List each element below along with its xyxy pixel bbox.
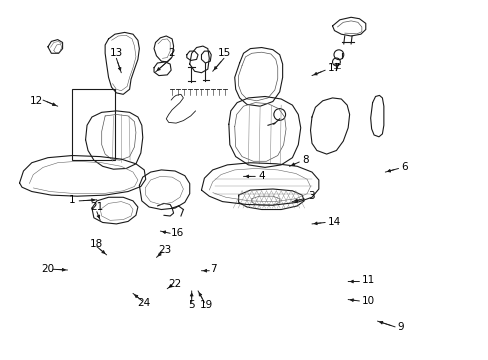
Text: 10: 10 <box>361 296 374 306</box>
Text: 5: 5 <box>188 300 195 310</box>
Text: 22: 22 <box>168 279 182 289</box>
Text: 23: 23 <box>158 245 172 255</box>
Text: 12: 12 <box>30 96 43 106</box>
Text: 2: 2 <box>167 48 174 58</box>
Text: 15: 15 <box>217 48 230 58</box>
Text: 21: 21 <box>90 202 103 212</box>
Text: 18: 18 <box>90 239 103 249</box>
Text: 13: 13 <box>109 48 123 58</box>
Text: 3: 3 <box>307 191 314 201</box>
Text: 7: 7 <box>210 264 217 274</box>
Text: 11: 11 <box>361 275 374 285</box>
Text: 14: 14 <box>327 217 340 228</box>
Text: 9: 9 <box>396 322 403 332</box>
Text: 16: 16 <box>171 228 184 238</box>
Text: 6: 6 <box>400 162 407 172</box>
Text: 24: 24 <box>137 298 151 308</box>
Text: 1: 1 <box>69 195 76 205</box>
Bar <box>72 89 115 160</box>
Text: 20: 20 <box>41 264 54 274</box>
Text: 8: 8 <box>302 155 308 165</box>
Text: 19: 19 <box>199 300 213 310</box>
Text: 4: 4 <box>258 171 264 181</box>
Text: 17: 17 <box>327 63 340 73</box>
